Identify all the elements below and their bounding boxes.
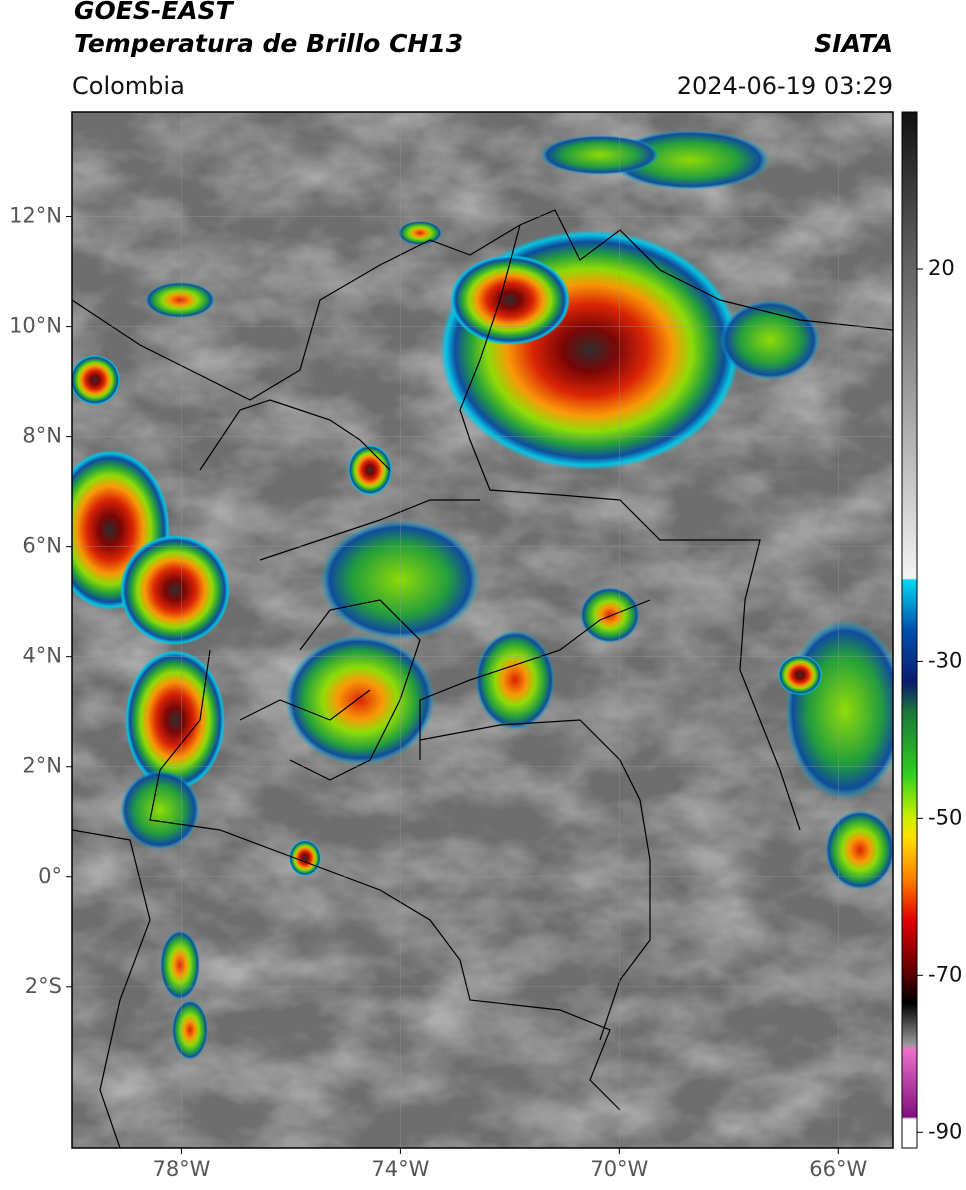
lat-label: 2°N [22, 754, 62, 778]
source: SIATA [814, 29, 893, 58]
lon-label: 74°W [371, 1157, 429, 1181]
colorbar-label: -30 [928, 648, 962, 672]
lon-label: 70°W [590, 1157, 648, 1181]
timestamp: 2024-06-19 03:29 [677, 72, 893, 100]
lat-label: 12°N [9, 204, 62, 228]
title: GOES-EAST [74, 0, 235, 25]
lat-label: 4°N [22, 644, 62, 668]
lat-label: 6°N [22, 534, 62, 558]
satellite-image [72, 112, 893, 1148]
subtitle: Temperatura de Brillo CH13 [74, 29, 463, 58]
lat-label: 8°N [22, 424, 62, 448]
lon-label: 66°W [809, 1157, 867, 1181]
colorbar-label: -50 [928, 805, 962, 829]
colorbar-label: -90 [928, 1119, 962, 1143]
colorbar-label: -70 [928, 962, 962, 986]
borders [72, 209, 893, 1148]
colorbar-label: 20 [928, 256, 955, 280]
map-frame [71, 111, 894, 1149]
lon-label: 78°W [152, 1157, 210, 1181]
lat-label: 10°N [9, 314, 62, 338]
graticule [72, 112, 893, 1148]
region: Colombia [72, 72, 185, 100]
lat-label: 2°S [25, 974, 62, 998]
colorbar [901, 111, 918, 1149]
lat-label: 0° [38, 864, 62, 888]
ticks: 12°N 10°N 8°N 6°N 4°N 2°N 0° 2°S 78°W 74°W 70°W 66°… [9, 204, 962, 1181]
